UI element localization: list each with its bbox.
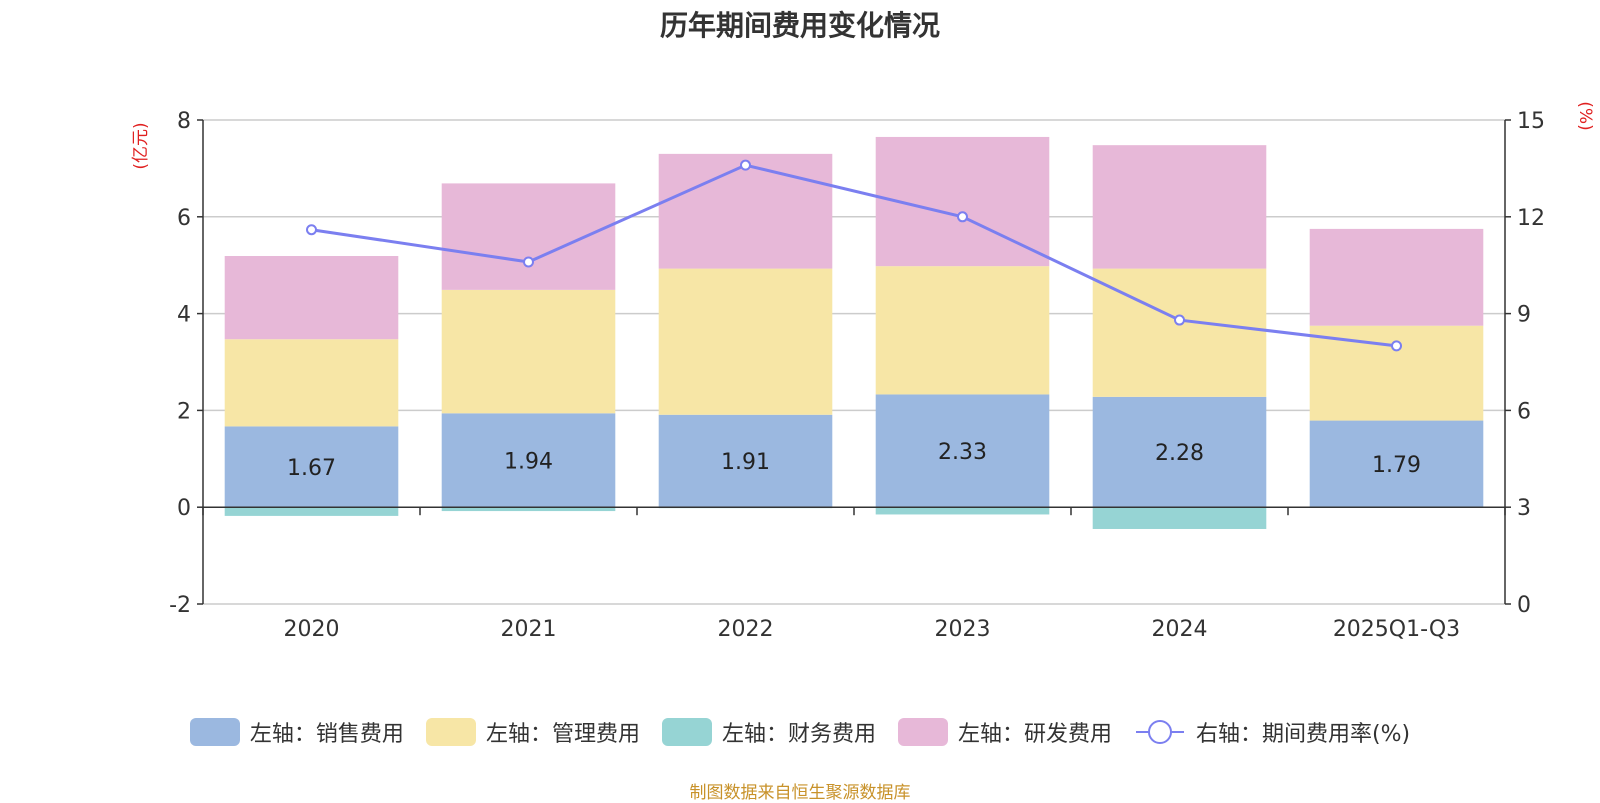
left-axis-tick-label: 6 — [177, 206, 191, 231]
bar-1-2 — [658, 268, 833, 415]
right-axis-tick-label: 6 — [1517, 399, 1531, 424]
x-axis-category-label: 2023 — [935, 617, 991, 642]
bar-data-label: 1.79 — [1372, 453, 1421, 478]
legend-item-2[interactable]: 左轴：财务费用 — [661, 716, 876, 748]
bar-3-1 — [441, 183, 616, 290]
x-axis-category-label: 2024 — [1152, 617, 1208, 642]
legend-label: 左轴：财务费用 — [721, 722, 876, 747]
bar-1-4 — [1092, 268, 1267, 397]
legend-label: 右轴：期间费用率(%) — [1195, 722, 1411, 747]
legend-swatch — [425, 718, 476, 746]
right-axis-tick-label: 9 — [1517, 303, 1531, 328]
left-axis-tick-label: 2 — [177, 399, 191, 424]
bar-3-0 — [224, 256, 399, 340]
legend-label: 左轴：研发费用 — [957, 722, 1112, 747]
legend-item-4[interactable]: 右轴：期间费用率(%) — [1134, 716, 1410, 748]
x-axis-category-label: 2021 — [501, 617, 557, 642]
left-axis-tick-label: -2 — [169, 593, 191, 618]
left-axis-unit-label: (亿元) — [131, 122, 151, 169]
bar-0-1 — [441, 413, 616, 508]
bar-data-label: 1.67 — [287, 456, 336, 481]
line-point-3 — [957, 211, 968, 223]
bar-data-label: 1.91 — [721, 450, 770, 475]
x-axis-category-label: 2022 — [718, 617, 774, 642]
legend-item-0[interactable]: 左轴：销售费用 — [189, 716, 404, 748]
chart-title: 历年期间费用变化情况 — [659, 9, 940, 42]
legend-swatch — [661, 718, 712, 746]
bar-3-2 — [658, 153, 833, 269]
line-point-1 — [523, 256, 534, 268]
bar-0-5 — [1309, 420, 1484, 508]
legend-label: 左轴：销售费用 — [249, 722, 404, 747]
bar-2-1 — [441, 507, 616, 512]
bar-0-4 — [1092, 396, 1267, 508]
right-axis-unit-label: (%) — [1575, 101, 1595, 130]
bar-data-label: 1.94 — [504, 449, 553, 474]
legend-item-3[interactable]: 左轴：研发费用 — [897, 716, 1112, 748]
line-point-0 — [306, 224, 317, 236]
chart-legend: 左轴：销售费用 左轴：管理费用 左轴：财务费用 左轴：研发费用 右轴：期间费用率(%) — [0, 716, 1600, 748]
bar-data-label: 2.28 — [1155, 441, 1204, 466]
line-point-5 — [1391, 340, 1402, 352]
right-axis-tick-label: 12 — [1517, 206, 1545, 231]
left-axis-tick-label: 0 — [177, 496, 191, 521]
x-axis-category-label: 2025Q1-Q3 — [1333, 617, 1460, 642]
left-axis-tick-label: 8 — [177, 109, 191, 134]
bar-2-0 — [224, 507, 399, 516]
bar-3-4 — [1092, 145, 1267, 269]
x-axis-category-label: 2020 — [284, 617, 340, 642]
right-axis-tick-label: 3 — [1517, 496, 1531, 521]
right-axis-tick-label: 15 — [1517, 109, 1545, 134]
bar-0-2 — [658, 414, 833, 508]
bar-data-label: 2.33 — [938, 440, 987, 465]
line-point-2 — [740, 159, 751, 171]
bar-1-1 — [441, 289, 616, 414]
bar-0-0 — [224, 426, 399, 508]
left-axis-tick-label: 4 — [177, 303, 191, 328]
legend-label: 左轴：管理费用 — [485, 722, 640, 747]
bar-3-5 — [1309, 228, 1484, 326]
bar-2-4 — [1092, 507, 1267, 529]
line-point-4 — [1174, 314, 1185, 326]
source-note: 制图数据来自恒生聚源数据库 — [689, 783, 911, 803]
bar-2-3 — [875, 507, 1050, 515]
legend-line-marker-icon — [1135, 720, 1184, 744]
bar-1-3 — [875, 266, 1050, 395]
bar-0-3 — [875, 394, 1050, 508]
right-axis-tick-label: 0 — [1517, 593, 1531, 618]
legend-swatch — [189, 718, 240, 746]
bar-1-0 — [224, 339, 399, 427]
line-series-rate — [311, 163, 1397, 348]
legend-swatch — [897, 718, 948, 746]
legend-item-1[interactable]: 左轴：管理费用 — [425, 716, 640, 748]
